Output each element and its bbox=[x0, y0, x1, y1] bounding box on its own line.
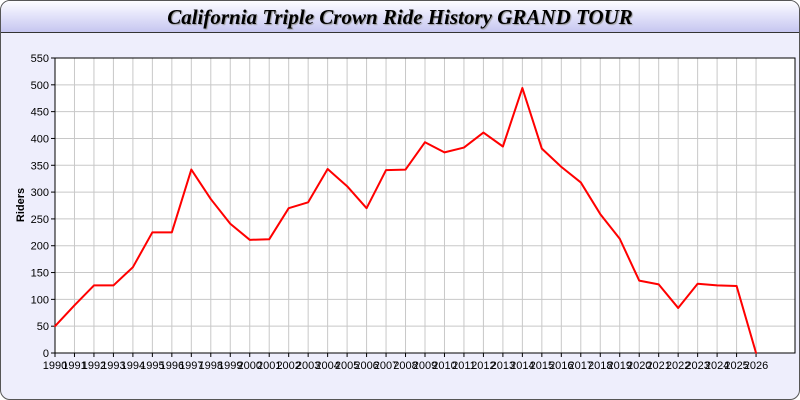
x-tick-label: 1995 bbox=[140, 360, 164, 372]
y-tick-label: 100 bbox=[31, 294, 49, 306]
data-point bbox=[618, 237, 621, 240]
y-tick-label: 0 bbox=[43, 348, 49, 360]
y-tick-label: 350 bbox=[31, 160, 49, 172]
x-tick-label: 1991 bbox=[62, 360, 86, 372]
data-point bbox=[638, 279, 641, 282]
x-tick-label: 1992 bbox=[82, 360, 106, 372]
y-tick-label: 150 bbox=[31, 268, 49, 280]
data-point bbox=[268, 238, 271, 241]
chart-title: California Triple Crown Ride History GRA… bbox=[167, 5, 633, 29]
y-axis-ticks: 0 50 100 150 200 250 300 350 400 450 500 550 bbox=[31, 53, 55, 360]
data-point bbox=[229, 222, 232, 225]
x-tick-label: 2025 bbox=[724, 360, 748, 372]
x-tick-label: 2007 bbox=[374, 360, 398, 372]
x-tick-label: 2022 bbox=[666, 360, 690, 372]
x-tick-label: 2024 bbox=[705, 360, 729, 372]
x-tick-label: 2010 bbox=[432, 360, 456, 372]
data-point bbox=[307, 201, 309, 204]
y-tick-label: 400 bbox=[31, 133, 49, 145]
data-point bbox=[599, 213, 602, 215]
x-tick-label: 2018 bbox=[588, 360, 612, 372]
data-point bbox=[346, 185, 348, 187]
x-tick-label: 1993 bbox=[101, 360, 125, 372]
data-point bbox=[73, 304, 76, 307]
x-tick-label: 2019 bbox=[607, 360, 631, 372]
data-point bbox=[716, 284, 718, 287]
x-tick-label: 2006 bbox=[354, 360, 378, 372]
data-point bbox=[54, 325, 56, 327]
y-tick-label: 300 bbox=[31, 187, 49, 199]
data-point bbox=[443, 151, 446, 154]
y-tick-label: 450 bbox=[31, 107, 49, 119]
x-tick-label: 2017 bbox=[569, 360, 593, 372]
x-tick-label: 2003 bbox=[296, 360, 320, 372]
x-tick-label: 2012 bbox=[471, 360, 495, 372]
x-tick-label: 2002 bbox=[276, 360, 300, 372]
x-tick-label: 2020 bbox=[627, 360, 651, 372]
data-point bbox=[248, 239, 251, 241]
data-point bbox=[755, 352, 757, 354]
data-point bbox=[93, 284, 95, 287]
data-point bbox=[696, 283, 699, 285]
data-point bbox=[560, 166, 563, 168]
series-group bbox=[54, 87, 758, 354]
data-point bbox=[579, 181, 582, 184]
x-tick-label: 2026 bbox=[744, 360, 768, 372]
x-tick-label: 2005 bbox=[335, 360, 359, 372]
data-point bbox=[132, 266, 134, 268]
y-tick-label: 50 bbox=[37, 321, 49, 333]
data-point bbox=[365, 207, 368, 209]
data-point bbox=[502, 145, 504, 148]
data-point bbox=[463, 146, 465, 149]
data-point bbox=[482, 131, 485, 134]
x-tick-label: 1999 bbox=[218, 360, 242, 372]
y-tick-label: 500 bbox=[31, 80, 49, 92]
data-point bbox=[541, 147, 543, 150]
x-tick-label: 2023 bbox=[685, 360, 709, 372]
x-tick-label: 2009 bbox=[413, 360, 437, 372]
plot-border bbox=[54, 57, 796, 354]
x-tick-label: 2014 bbox=[510, 360, 534, 372]
data-point bbox=[171, 231, 173, 234]
x-tick-label: 1998 bbox=[199, 360, 223, 372]
x-tick-label: 2015 bbox=[530, 360, 554, 372]
x-tick-label: 1990 bbox=[43, 360, 67, 372]
data-point bbox=[404, 168, 407, 171]
x-tick-label: 2013 bbox=[491, 360, 515, 372]
y-tick-label: 550 bbox=[31, 53, 49, 65]
x-tick-label: 1996 bbox=[160, 360, 184, 372]
x-tick-label: 2021 bbox=[646, 360, 670, 372]
data-point bbox=[521, 87, 524, 89]
x-tick-label: 2016 bbox=[549, 360, 573, 372]
y-tick-label: 250 bbox=[31, 214, 49, 226]
x-tick-label: 1994 bbox=[121, 360, 145, 372]
data-point bbox=[424, 141, 426, 144]
data-point bbox=[112, 284, 115, 287]
data-point bbox=[326, 168, 329, 170]
data-point bbox=[657, 283, 660, 286]
x-tick-label: 2004 bbox=[315, 360, 339, 372]
data-point bbox=[287, 207, 290, 209]
x-tick-label: 2011 bbox=[452, 360, 476, 372]
data-point bbox=[735, 285, 738, 287]
title-bar: California Triple Crown Ride History GRA… bbox=[1, 1, 799, 33]
data-point bbox=[209, 198, 212, 200]
x-axis-ticks: 1990199119921993199419951996199719981999… bbox=[43, 353, 768, 372]
x-tick-label: 1997 bbox=[179, 360, 203, 372]
data-point bbox=[677, 307, 679, 309]
x-tick-label: 2001 bbox=[257, 360, 281, 372]
data-point bbox=[190, 168, 193, 171]
x-tick-label: 2000 bbox=[237, 360, 261, 372]
data-point bbox=[385, 169, 387, 171]
data-point bbox=[151, 231, 154, 234]
x-tick-label: 2008 bbox=[393, 360, 417, 372]
y-axis-label: Riders bbox=[15, 188, 27, 222]
y-tick-label: 200 bbox=[31, 241, 49, 253]
